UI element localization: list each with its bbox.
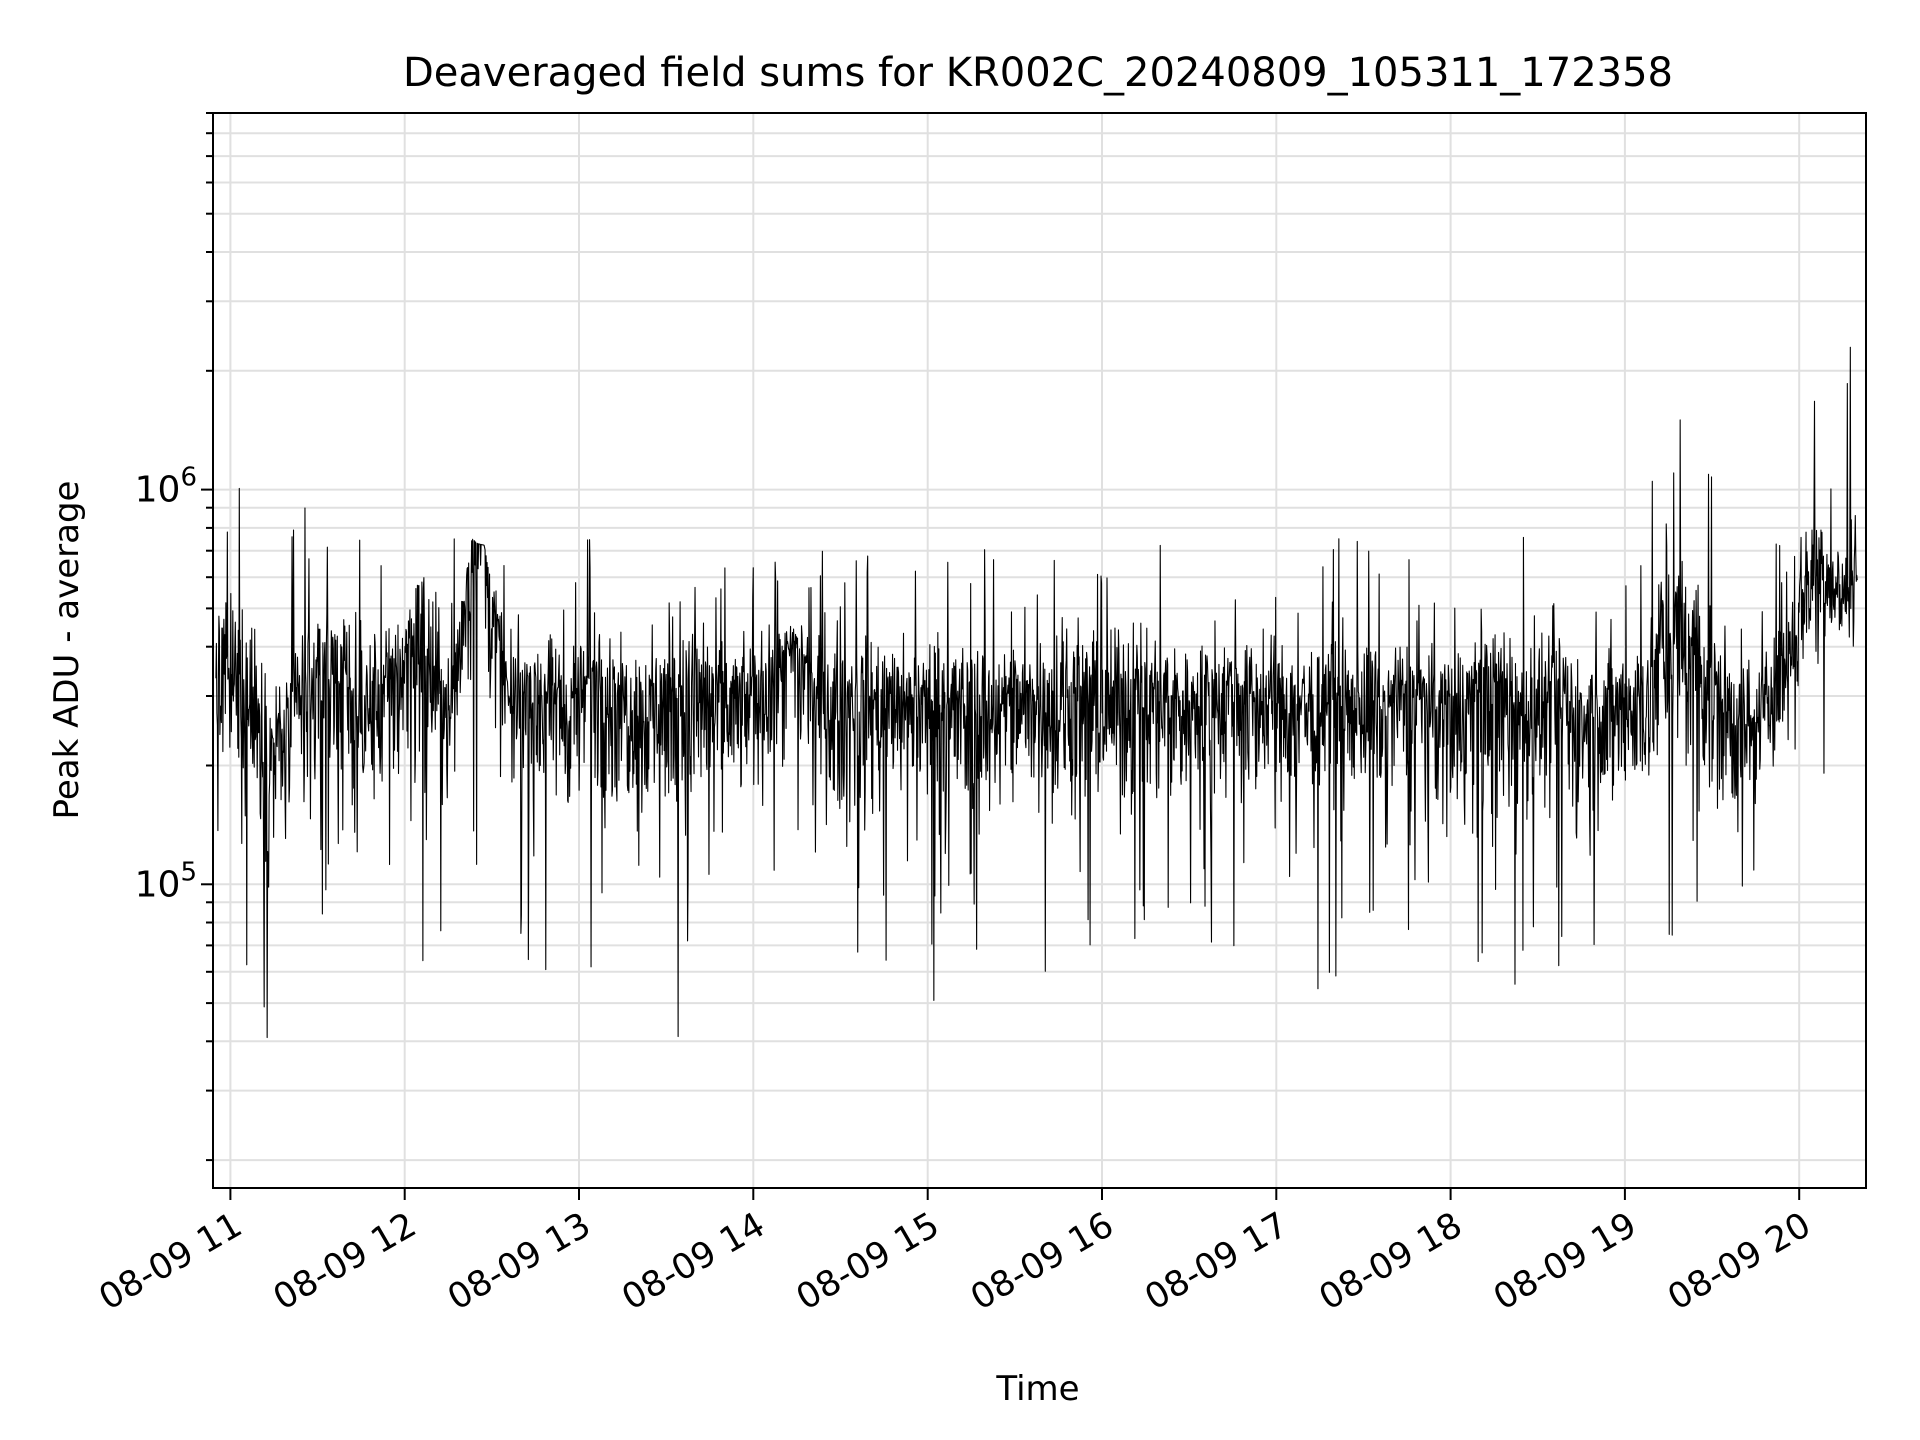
- x-axis-label: Time: [995, 1369, 1079, 1409]
- y-axis-label: Peak ADU - average: [47, 481, 87, 820]
- y-tick-label: 105: [135, 857, 197, 905]
- chart-title: Deaveraged field sums for KR002C_2024080…: [403, 50, 1673, 96]
- series-line: [215, 346, 1858, 1039]
- y-tick-label: 106: [135, 463, 197, 511]
- plot-frame: [212, 112, 1867, 1189]
- series-line-path: [215, 346, 1858, 1039]
- y-axis: 105 106: [135, 112, 213, 1162]
